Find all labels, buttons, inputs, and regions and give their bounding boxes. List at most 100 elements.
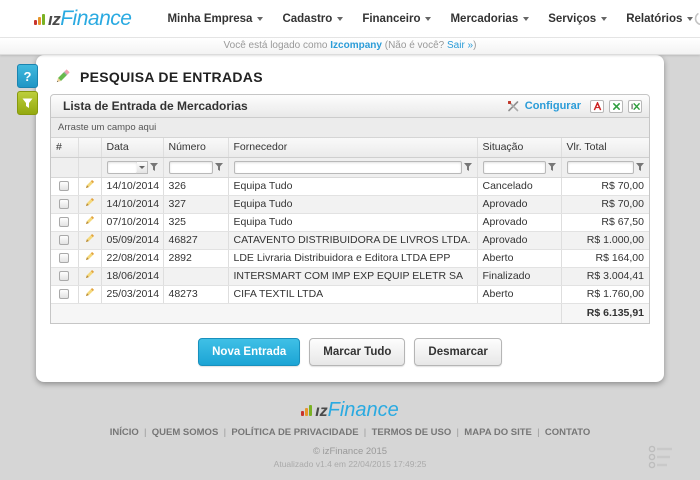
chevron-down-icon <box>337 16 344 21</box>
fornecedor-filter-input[interactable] <box>233 160 462 174</box>
row-checkbox[interactable] <box>59 253 70 264</box>
logo-prefix: ız <box>48 9 61 29</box>
row-checkbox[interactable] <box>59 271 70 282</box>
entries-table: # Data Número Fornecedor Situação Vlr. T… <box>51 138 649 323</box>
nav-item-servicos[interactable]: Serviços <box>548 13 608 25</box>
top-nav: ız Finance Minha Empresa Cadastro Finance… <box>0 0 700 38</box>
footer-link-termos[interactable]: TERMOS DE USO <box>372 427 465 438</box>
configure-link[interactable]: Configurar <box>524 100 581 112</box>
nav-item-relatorios[interactable]: Relatórios <box>626 13 694 25</box>
logo-bars-icon <box>301 405 313 416</box>
col-header-fornecedor[interactable]: Fornecedor <box>228 138 478 158</box>
edit-row-icon[interactable] <box>84 179 95 190</box>
table-row: 14/10/2014 326 Equipa Tudo Cancelado R$ … <box>51 177 649 196</box>
nova-entrada-button[interactable]: Nova Entrada <box>198 338 301 366</box>
login-status-bar: Você está logado como Izcompany (Não é v… <box>0 38 700 55</box>
edit-row-icon[interactable] <box>84 251 95 262</box>
login-status-text: Você está logado como <box>223 40 328 51</box>
filter-button[interactable] <box>17 91 38 115</box>
funnel-icon <box>22 98 33 108</box>
nav-item-cadastro[interactable]: Cadastro <box>282 13 344 25</box>
company-link[interactable]: Izcompany <box>330 40 382 51</box>
version-text: Atualizado v1.4 em 22/04/2015 17:49:25 <box>273 459 427 469</box>
col-header-data[interactable]: Data <box>101 138 164 158</box>
footer-link-privacidade[interactable]: POLÍTICA DE PRIVACIDADE <box>231 427 371 438</box>
grand-total: R$ 6.135,91 <box>561 303 649 323</box>
group-by-drop-zone[interactable]: Arraste um campo aqui <box>51 118 649 138</box>
footer-logo[interactable]: ız Finance <box>301 399 399 422</box>
col-header-situacao[interactable]: Situação <box>477 138 562 158</box>
vlr-total-filter-input[interactable] <box>566 160 634 174</box>
col-header-vlr-total[interactable]: Vlr. Total <box>561 138 649 158</box>
situacao-filter-input[interactable] <box>482 160 546 174</box>
numero-filter-input[interactable] <box>168 160 213 174</box>
fornecedor-funnel-icon[interactable] <box>463 162 472 172</box>
edit-row-icon[interactable] <box>84 269 95 280</box>
content-card: PESQUISA DE ENTRADAS Lista de Entrada de… <box>36 55 664 382</box>
col-header-numero[interactable]: Número <box>163 138 229 158</box>
main-menu: Minha Empresa Cadastro Financeiro Mercad… <box>167 13 694 25</box>
chevron-down-icon <box>257 16 264 21</box>
footer-link-quem-somos[interactable]: QUEM SOMOS <box>152 427 232 438</box>
footer-link-inicio[interactable]: INÍCIO <box>110 427 152 438</box>
col-header-edit <box>78 138 102 158</box>
table-row: 07/10/2014 325 Equipa Tudo Aprovado R$ 6… <box>51 213 649 232</box>
login-question-text: (Não é você? <box>384 40 445 51</box>
copyright-text: © izFinance 2015 <box>312 446 388 457</box>
col-header-index[interactable]: # <box>51 138 79 158</box>
table-row: 05/09/2014 46827 CATAVENTO DISTRIBUIDORA… <box>51 231 649 250</box>
edit-row-icon[interactable] <box>84 197 95 208</box>
footer-links: INÍCIOQUEM SOMOSPOLÍTICA DE PRIVACIDADET… <box>0 427 700 438</box>
panel-title: Lista de Entrada de Mercadorias <box>63 99 248 113</box>
table-row: 14/10/2014 327 Equipa Tudo Aprovado R$ 7… <box>51 195 649 214</box>
nav-item-minha-empresa[interactable]: Minha Empresa <box>167 13 264 25</box>
help-button[interactable]: ? <box>17 64 38 88</box>
edit-row-icon[interactable] <box>84 215 95 226</box>
footer-link-contato[interactable]: CONTATO <box>544 427 591 438</box>
row-checkbox[interactable] <box>59 217 70 228</box>
export-xls-icon[interactable] <box>609 99 623 113</box>
situacao-funnel-icon[interactable] <box>547 162 556 172</box>
edit-row-icon[interactable] <box>84 287 95 298</box>
table-row: 22/08/2014 2892 LDE Livraria Distribuido… <box>51 249 649 268</box>
edit-row-icon[interactable] <box>84 233 95 244</box>
chevron-down-icon <box>601 16 608 21</box>
row-checkbox[interactable] <box>59 235 70 246</box>
numero-funnel-icon[interactable] <box>214 162 223 172</box>
logo-bars-icon <box>34 13 46 25</box>
brand-logo[interactable]: ız Finance <box>34 6 132 31</box>
export-xlsx-icon[interactable] <box>628 99 642 113</box>
logo-name: Finance <box>60 6 132 30</box>
table-row: 25/03/2014 48273 CIFA TEXTIL LTDA Aberto… <box>51 285 649 304</box>
date-picker-caret[interactable] <box>136 160 148 174</box>
entries-panel: Lista de Entrada de Mercadorias Configur… <box>50 94 650 324</box>
pencil-icon <box>56 69 70 83</box>
data-filter-input[interactable] <box>106 160 138 174</box>
logout-link[interactable]: Sair » <box>447 40 474 51</box>
row-checkbox[interactable] <box>59 181 70 192</box>
page-title: PESQUISA DE ENTRADAS <box>80 68 263 85</box>
data-funnel-icon[interactable] <box>149 162 158 172</box>
chevron-down-icon <box>523 16 530 21</box>
nav-item-financeiro[interactable]: Financeiro <box>362 13 432 25</box>
nav-item-mercadorias[interactable]: Mercadorias <box>450 13 530 25</box>
chevron-down-icon <box>425 16 432 21</box>
row-checkbox[interactable] <box>59 199 70 210</box>
header-row: # Data Número Fornecedor Situação Vlr. T… <box>51 138 649 158</box>
desmarcar-button[interactable]: Desmarcar <box>414 338 502 366</box>
tools-icon <box>507 101 519 112</box>
row-checkbox[interactable] <box>59 289 70 300</box>
vlr-total-funnel-icon[interactable] <box>636 162 644 172</box>
power-logoff-icon[interactable] <box>693 10 700 27</box>
side-toolbar: ? <box>17 64 38 115</box>
table-row: 18/06/2014 INTERSMART COM IMP EXP EQUIP … <box>51 267 649 286</box>
marcar-tudo-button[interactable]: Marcar Tudo <box>309 338 406 366</box>
chevron-down-icon <box>687 16 694 21</box>
footer-link-mapa[interactable]: MAPA DO SITE <box>464 427 545 438</box>
total-row: R$ 6.135,91 <box>51 303 649 323</box>
list-menu-icon[interactable] <box>646 444 676 470</box>
export-pdf-icon[interactable] <box>590 99 604 113</box>
filter-row <box>51 157 649 178</box>
action-buttons: Nova Entrada Marcar Tudo Desmarcar <box>50 338 650 366</box>
